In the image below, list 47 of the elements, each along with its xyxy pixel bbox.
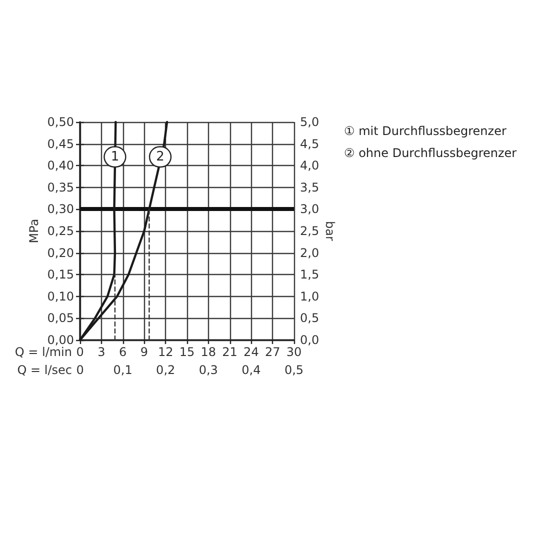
- y2-axis-title: bar: [323, 221, 337, 242]
- x-tick-label: 27: [264, 345, 280, 359]
- y-tick-label: 0,35: [47, 180, 74, 194]
- y-tick-label: 0,50: [47, 115, 74, 129]
- y-tick-label: 0,15: [47, 268, 74, 282]
- x-tick-label: 30: [286, 345, 302, 359]
- x-tick-label: 12: [158, 345, 174, 359]
- x2-tick-label: 0,4: [242, 363, 261, 377]
- y-tick-label: 0,25: [47, 224, 74, 238]
- x-axis-title: Q = l/min: [14, 345, 72, 359]
- x-tick-label: 24: [244, 345, 259, 359]
- x2-tick-label: 0,3: [198, 363, 218, 377]
- y2-tick-label: 1,0: [300, 289, 320, 304]
- y2-tick-label: 0,5: [300, 311, 320, 326]
- x2-tick-label: 0,1: [113, 363, 132, 377]
- y-tick-label: 0,10: [47, 289, 74, 304]
- x2-axis-title: Q = l/sec: [17, 363, 72, 377]
- y-tick-label: 0,45: [47, 136, 74, 151]
- y2-tick-label: 3,5: [300, 180, 320, 194]
- y-tick-label: 0,40: [47, 158, 74, 173]
- x-tick-label: 15: [179, 345, 195, 359]
- x2-tick-label: 0,2: [156, 363, 176, 377]
- y2-tick-label: 0,0: [300, 333, 320, 347]
- x2-tick-label: 0,5: [284, 363, 304, 377]
- y2-tick-label: 4,5: [300, 136, 320, 151]
- y2-tick-label: 3,0: [300, 202, 320, 216]
- y-tick-label: 0,05: [47, 311, 74, 326]
- annotation: 2: [156, 149, 164, 164]
- y2-tick-label: 2,0: [300, 246, 320, 260]
- y-axis-title: MPa: [27, 218, 41, 244]
- text: ② ohne Durchflussbegrenzer: [344, 146, 517, 160]
- x-tick-label: 18: [200, 345, 216, 359]
- x2-tick-label: 0: [76, 363, 84, 377]
- annotation: 1: [110, 149, 120, 164]
- text: ① mit Durchflussbegrenzer: [344, 124, 506, 138]
- y2-tick-label: 4,0: [300, 158, 320, 173]
- x-tick-label: 21: [222, 345, 238, 359]
- y-tick-label: 0,20: [47, 246, 74, 260]
- y2-tick-label: 1,5: [300, 268, 320, 282]
- y-tick-label: 0,30: [47, 202, 74, 216]
- y2-tick-label: 5,0: [300, 115, 320, 129]
- y2-tick-label: 2,5: [300, 224, 320, 238]
- x-tick-label: 9: [140, 345, 148, 359]
- x-tick-label: 3: [98, 345, 106, 359]
- x-tick-label: 6: [118, 345, 127, 359]
- x-tick-label: 0: [76, 345, 84, 359]
- y-tick-label: 0,00: [47, 333, 74, 347]
